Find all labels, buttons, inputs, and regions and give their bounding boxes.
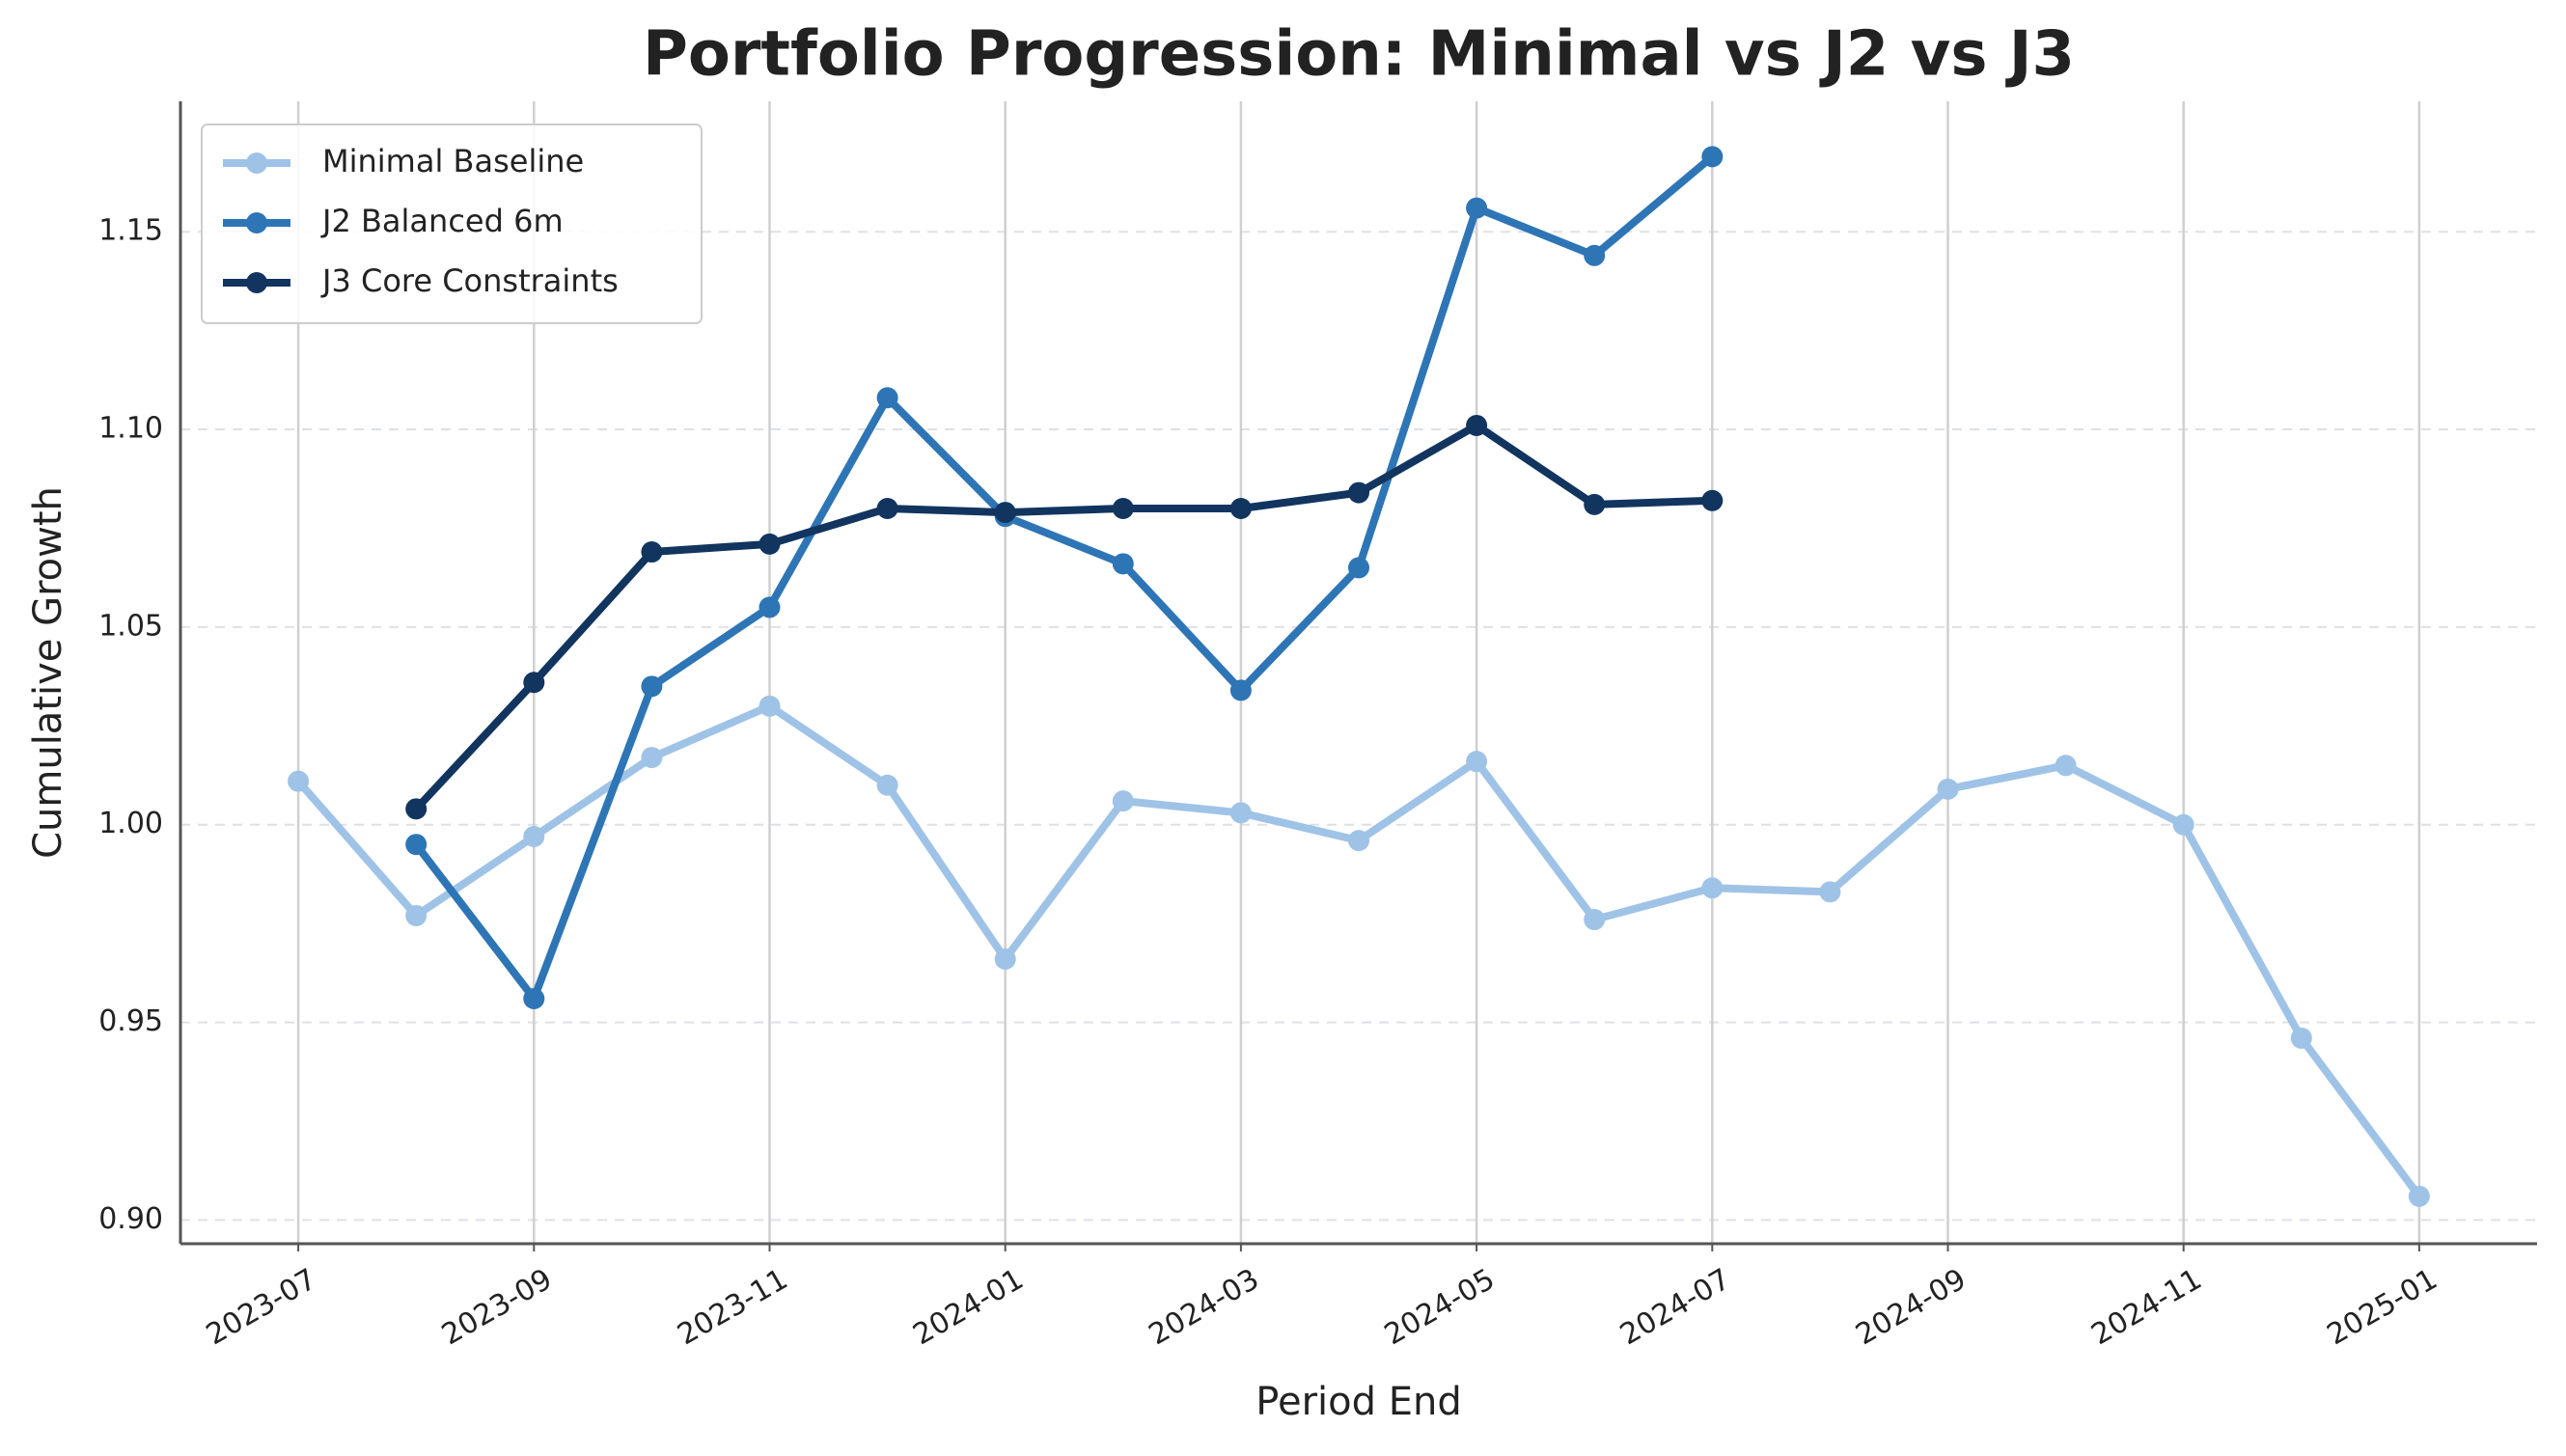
data-point: [1584, 244, 1606, 266]
data-point: [876, 774, 898, 796]
data-point: [876, 497, 898, 519]
legend-marker: [246, 212, 267, 234]
legend-box: [201, 124, 703, 324]
data-point: [1229, 679, 1252, 701]
x-tick-label: 2023-07: [201, 1262, 322, 1352]
data-point: [1229, 497, 1252, 519]
chart-title: Portfolio Progression: Minimal vs J2 vs …: [643, 19, 2075, 91]
x-tick-label: 2024-07: [1614, 1262, 1736, 1352]
x-tick-label: 2024-09: [1850, 1262, 1972, 1352]
x-tick-label: 2024-01: [907, 1262, 1029, 1352]
data-point: [1348, 481, 1369, 504]
data-point: [1466, 751, 1488, 773]
data-point: [2408, 1185, 2430, 1207]
legend-marker: [246, 272, 267, 293]
data-point: [994, 948, 1016, 971]
data-point: [1112, 497, 1134, 519]
y-tick-label: 0.95: [98, 1004, 163, 1038]
data-point: [641, 675, 663, 698]
data-point: [405, 834, 428, 856]
data-point: [1466, 414, 1488, 436]
data-point: [405, 904, 428, 926]
x-tick-label: 2024-05: [1379, 1262, 1501, 1352]
data-point: [1584, 493, 1606, 515]
data-point: [1819, 881, 1841, 903]
data-point: [1229, 802, 1252, 824]
data-point: [1701, 146, 1724, 168]
data-point: [1701, 877, 1724, 899]
data-point: [2055, 755, 2077, 777]
data-point: [523, 672, 545, 694]
data-point: [994, 502, 1016, 524]
legend-label: J2 Balanced 6m: [320, 203, 564, 239]
data-point: [1348, 830, 1369, 852]
data-point: [523, 826, 545, 848]
data-point: [2290, 1027, 2312, 1049]
data-point: [1466, 197, 1488, 219]
data-point: [876, 387, 898, 409]
data-point: [523, 987, 545, 1009]
data-point: [1584, 909, 1606, 931]
x-tick-label: 2024-03: [1144, 1262, 1265, 1352]
x-tick-label: 2023-09: [436, 1262, 558, 1352]
data-point: [1112, 790, 1134, 812]
data-point: [759, 596, 781, 618]
x-tick-label: 2025-01: [2322, 1262, 2443, 1352]
data-point: [641, 747, 663, 769]
legend-label: J3 Core Constraints: [320, 262, 619, 299]
y-tick-label: 1.10: [98, 412, 163, 446]
data-point: [1112, 553, 1134, 575]
x-tick-label: 2023-11: [672, 1262, 793, 1352]
series-line: [413, 421, 1713, 812]
y-tick-label: 1.15: [98, 214, 163, 248]
legend-label: Minimal Baseline: [322, 143, 584, 179]
x-tick-label: 2024-11: [2085, 1262, 2207, 1352]
data-point: [2172, 813, 2194, 836]
data-point: [641, 541, 663, 563]
data-point: [1701, 489, 1724, 511]
data-point: [1348, 557, 1369, 579]
y-axis-label: Cumulative Growth: [26, 486, 70, 859]
data-point: [1937, 778, 1959, 800]
series-line: [413, 153, 1715, 1003]
data-point: [759, 533, 781, 555]
legend-marker: [246, 152, 267, 174]
data-point: [405, 798, 428, 820]
data-point: [288, 770, 310, 792]
x-axis-label: Period End: [1255, 1380, 1461, 1424]
y-tick-label: 0.90: [98, 1202, 163, 1236]
y-tick-label: 1.05: [98, 609, 163, 643]
y-tick-label: 1.00: [98, 807, 163, 840]
data-point: [759, 695, 781, 717]
